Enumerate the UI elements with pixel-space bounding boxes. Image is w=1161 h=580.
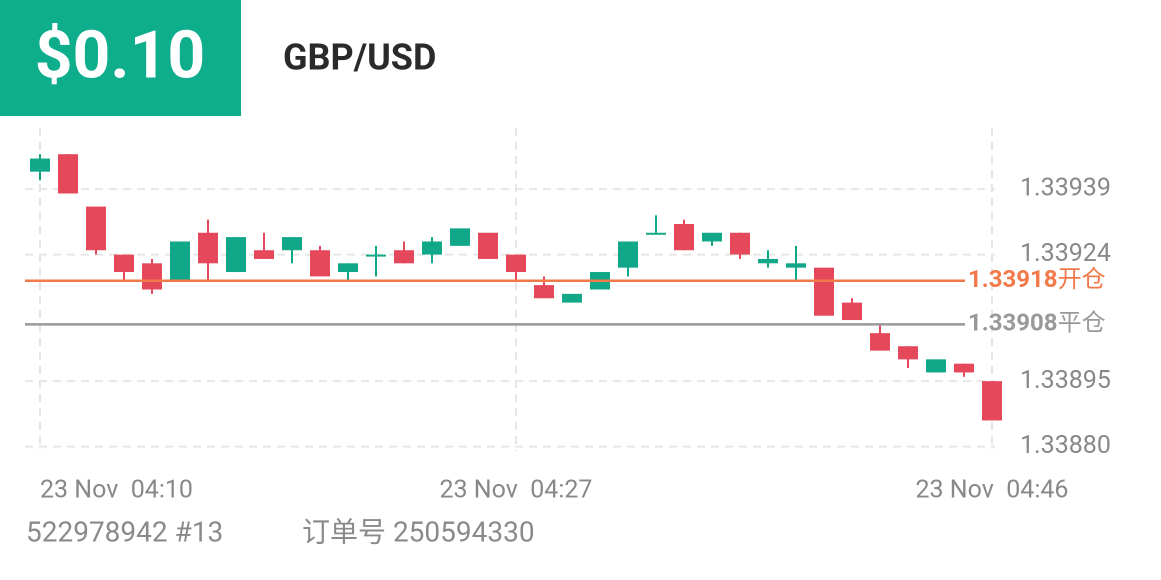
candle-body [282,237,302,251]
open-line-label: 1.33918开仓 [968,265,1106,293]
candle-body [394,250,414,264]
candle-body [86,206,106,251]
x-tick-label: 23 Nov 04:27 [440,476,593,505]
line-price: 1.33918 [968,265,1058,293]
amount: $0.10 [35,17,206,94]
candle-body [814,267,834,316]
candle-body [842,302,862,321]
candle-body [310,250,330,277]
candle-body [898,346,918,360]
line-label: 平仓 [1058,309,1106,337]
candle-body [534,285,554,299]
candle-body [562,293,582,303]
candle-body [366,254,386,257]
symbol: GBP/USD [283,37,436,79]
line-label: 开仓 [1058,265,1106,293]
candle-body [954,363,974,373]
candle-body [618,241,638,268]
candle-body [198,232,218,264]
candle-body [870,333,890,351]
candle-body [170,241,190,281]
y-tick-label: 1.33880 [1020,431,1111,460]
candle-body [926,359,946,373]
candle-body [142,263,162,290]
candle-body [114,254,134,273]
candle-body [702,232,722,242]
candle-body [58,154,78,194]
candle-body [422,241,442,255]
candle-body [30,158,50,172]
candle-body [254,250,274,259]
x-tick-label: 23 Nov 04:46 [916,476,1069,505]
x-tick-label: 23 Nov 04:10 [40,476,193,505]
candle-body [478,232,498,259]
candle-body [338,263,358,273]
order-number: 订单号 250594330 [302,515,535,548]
account: 522978942 #13 [26,515,223,548]
candle-body [450,228,470,246]
y-tick-label: 1.33895 [1020,366,1111,395]
y-tick-label: 1.33924 [1020,239,1111,268]
close-line-label: 1.33908平仓 [968,309,1106,337]
amount-badge [0,0,241,116]
candle-body [758,258,778,264]
candle-body [646,232,666,235]
candle-body [730,232,750,255]
line-price: 1.33908 [968,309,1058,337]
candle-body [786,263,806,268]
candle-body [506,254,526,273]
candle-body [226,237,246,273]
candle-body [674,224,694,251]
candle-body [982,381,1002,421]
y-tick-label: 1.33939 [1020,174,1111,203]
